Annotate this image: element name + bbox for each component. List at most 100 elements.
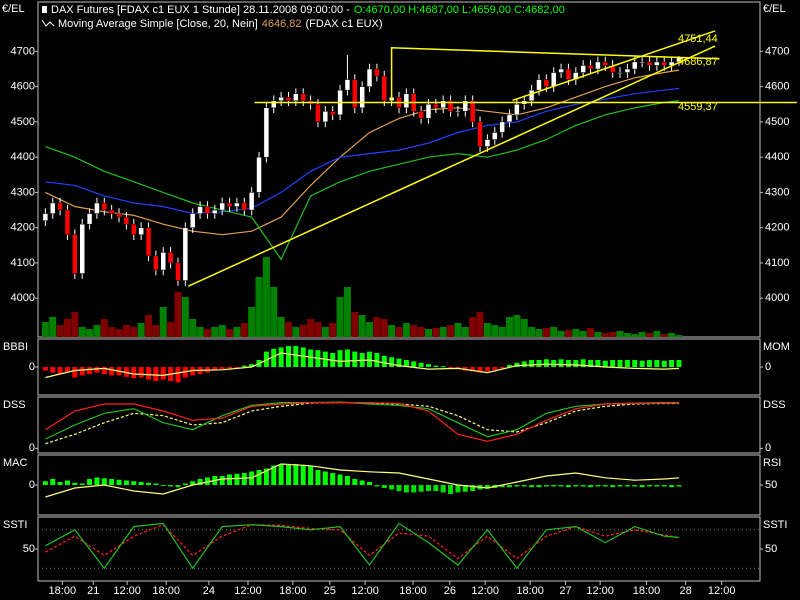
histogram-bar — [278, 464, 284, 485]
histogram-bar — [344, 476, 350, 485]
histogram-bar — [160, 485, 166, 486]
histogram-bar — [639, 485, 645, 488]
panel-name: RSI — [763, 457, 781, 469]
volume-bar — [402, 323, 410, 337]
histogram-bar — [352, 351, 358, 367]
histogram-bar — [263, 351, 269, 367]
price-label: 4751,44 — [678, 33, 718, 45]
candle-body — [138, 227, 144, 235]
volume-bar — [56, 325, 64, 337]
histogram-bar — [337, 474, 343, 485]
volume-bar — [203, 329, 211, 337]
candle-body — [573, 72, 579, 80]
candle-body — [219, 202, 225, 211]
y-tick-label: 0 — [29, 479, 35, 491]
histogram-bar — [425, 364, 431, 367]
candle-body — [352, 79, 358, 109]
histogram-bar — [639, 360, 645, 367]
histogram-bar — [389, 485, 395, 490]
candle-body — [57, 202, 63, 211]
candle-body — [639, 61, 645, 64]
volume-bar — [248, 307, 256, 337]
candle-body — [492, 132, 498, 140]
histogram-bar — [595, 360, 601, 367]
histogram-bar — [322, 471, 328, 485]
histogram-bar — [617, 360, 623, 367]
histogram-bar — [94, 477, 100, 485]
panel-name: DSS — [763, 399, 786, 411]
volume-bar — [498, 327, 506, 337]
candle-body — [300, 93, 306, 101]
panel-name: SSTI — [3, 519, 27, 531]
histogram-bar — [72, 367, 78, 378]
volume-bar — [653, 331, 661, 337]
histogram-bar — [249, 364, 255, 367]
candle-body — [477, 121, 483, 147]
candle-body — [160, 252, 166, 271]
y-tick-label: 4700 — [765, 45, 789, 57]
histogram-bar — [595, 485, 601, 487]
panel-name: SSTI — [763, 519, 787, 531]
histogram-bar — [411, 361, 417, 367]
histogram-bar — [499, 485, 505, 488]
candle-body — [499, 121, 505, 133]
y-tick-label: 4700 — [11, 45, 35, 57]
candle-body — [123, 216, 130, 225]
volume-bar — [601, 333, 609, 337]
histogram-bar — [418, 362, 424, 367]
x-tick-label: 28 — [679, 585, 691, 597]
histogram-bar — [514, 485, 520, 487]
candle-body — [145, 227, 152, 257]
histogram-bar — [344, 349, 350, 367]
trendline — [187, 45, 716, 287]
histogram-bar — [285, 346, 291, 367]
candle-body — [440, 100, 446, 109]
indicator-line — [45, 352, 680, 379]
candle-body — [256, 156, 262, 193]
x-tick-label: 12:00 — [471, 585, 499, 597]
indicator-value: 4646,82 — [262, 18, 302, 30]
histogram-bar — [425, 485, 431, 491]
volume-bar — [108, 327, 116, 337]
histogram-bar — [440, 485, 446, 493]
histogram-bar — [72, 482, 78, 485]
histogram-bar — [212, 367, 218, 371]
volume-bar — [675, 335, 683, 337]
candle-body — [469, 100, 476, 123]
y2-tick-label: 0 — [765, 442, 771, 454]
volume-bar — [270, 287, 278, 337]
histogram-bar — [374, 485, 380, 487]
histogram-bar — [94, 367, 100, 373]
moving-average — [45, 100, 680, 261]
volume-bar — [454, 323, 462, 337]
histogram-bar — [551, 485, 557, 487]
indicator-label: Moving Average Simple [Close, 20, Nein] — [58, 18, 258, 30]
volume-bar — [211, 327, 219, 337]
histogram-bar — [396, 485, 402, 491]
volume-bar — [417, 327, 425, 337]
x-tick-label: 12:00 — [113, 585, 141, 597]
histogram-bar — [197, 479, 203, 485]
histogram-bar — [153, 483, 159, 485]
candle-body — [248, 192, 255, 211]
volume-bar — [491, 325, 499, 337]
panel-frame — [37, 396, 761, 454]
y-tick-label: 4300 — [11, 186, 35, 198]
header-icon — [41, 19, 55, 27]
candle-body — [234, 202, 240, 207]
x-tick-label: 21 — [87, 585, 99, 597]
volume-bar — [388, 325, 396, 337]
volume-bar — [314, 322, 322, 337]
indicator-source: (FDAX c1 EUX) — [306, 18, 383, 30]
candle-body — [587, 65, 594, 70]
volume-bar — [233, 327, 241, 337]
panel-name: MOM — [763, 341, 790, 353]
volume-bar — [395, 327, 403, 337]
histogram-bar — [359, 480, 365, 485]
y-tick-label: 4500 — [11, 116, 35, 128]
histogram-bar — [661, 485, 667, 487]
candle-body — [271, 100, 277, 109]
candle-body — [514, 104, 520, 116]
volume-bar — [71, 312, 79, 337]
volume-bar — [86, 329, 94, 337]
